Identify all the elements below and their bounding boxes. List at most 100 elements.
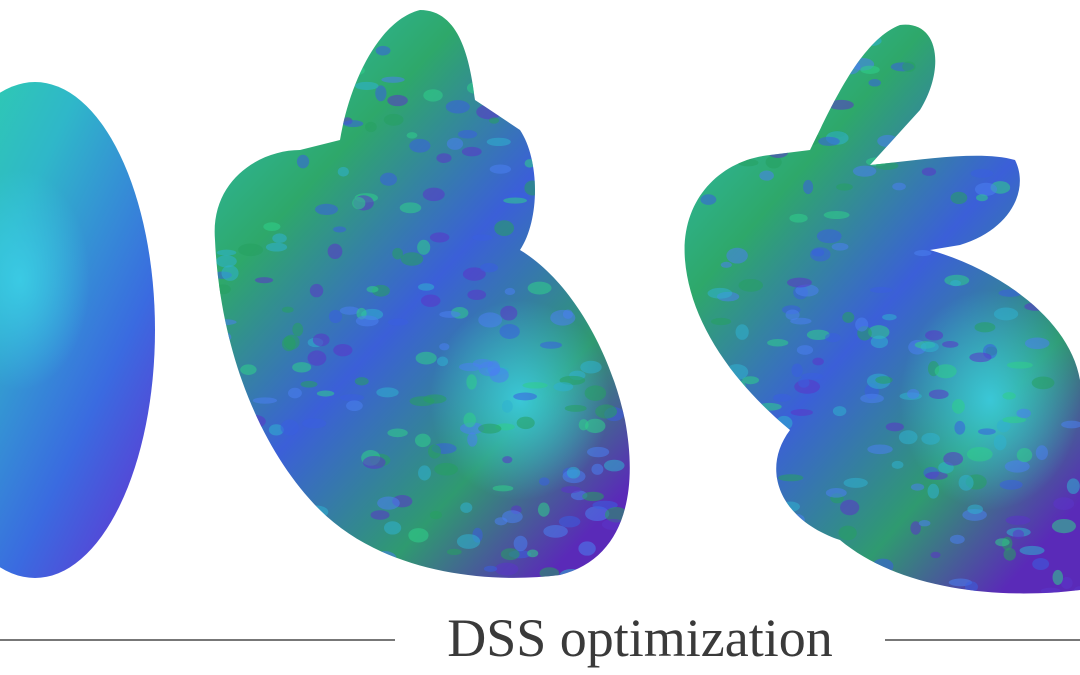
splat	[686, 364, 701, 379]
splat	[238, 243, 264, 257]
splat	[418, 283, 435, 291]
splat	[999, 479, 1023, 490]
splat	[977, 58, 998, 68]
splat	[706, 42, 722, 51]
splat	[439, 310, 461, 318]
splat	[326, 573, 338, 578]
splat	[446, 548, 462, 555]
splat	[555, 159, 571, 167]
splat	[1002, 392, 1016, 400]
splat	[974, 322, 996, 333]
splat	[352, 66, 365, 75]
splat	[566, 155, 588, 166]
splat	[608, 87, 627, 100]
splat	[283, 334, 300, 350]
splat	[732, 483, 749, 499]
splat	[375, 45, 391, 56]
splat	[333, 226, 347, 233]
splat	[436, 153, 452, 163]
splat	[355, 315, 379, 327]
splat	[296, 154, 310, 169]
splat	[731, 26, 751, 37]
splat	[872, 558, 894, 574]
splat	[712, 36, 725, 50]
splat	[735, 324, 749, 340]
splat	[478, 43, 498, 60]
splat	[706, 140, 732, 151]
splat	[483, 565, 498, 572]
splat	[555, 47, 571, 61]
splat	[265, 242, 288, 252]
splat	[603, 459, 625, 472]
bunny-render	[684, 24, 1080, 594]
splat	[467, 432, 478, 447]
splat	[795, 284, 819, 297]
splat	[962, 55, 976, 71]
splat	[592, 293, 605, 302]
splat	[258, 69, 276, 76]
splat	[950, 280, 962, 287]
splat	[223, 395, 241, 410]
splat	[414, 433, 431, 448]
splat	[684, 568, 694, 582]
splat	[995, 538, 1010, 547]
splat	[585, 506, 610, 522]
splat	[218, 381, 230, 393]
splat	[554, 18, 579, 34]
splat	[550, 309, 576, 326]
splat	[602, 550, 614, 558]
splat	[580, 360, 602, 374]
splat	[527, 281, 552, 295]
splat	[287, 387, 302, 399]
splat	[268, 424, 284, 436]
splat	[533, 57, 558, 72]
splat	[556, 87, 583, 98]
splat	[991, 78, 1012, 93]
splat	[902, 61, 916, 72]
splat	[961, 24, 978, 28]
splat	[492, 485, 514, 492]
sphere-highlight	[0, 170, 90, 390]
splat	[279, 478, 296, 495]
splat	[446, 137, 464, 150]
splat	[224, 129, 248, 146]
splat	[757, 472, 778, 483]
splat	[365, 121, 377, 133]
splat	[415, 351, 437, 365]
splat	[1039, 124, 1063, 136]
splat	[972, 45, 983, 55]
splat	[502, 456, 513, 464]
splat	[300, 380, 318, 388]
splat	[524, 180, 541, 196]
splat	[227, 417, 248, 428]
splat	[597, 35, 612, 43]
splat	[788, 513, 805, 526]
splat	[1005, 515, 1031, 525]
splat	[756, 59, 774, 67]
splat	[280, 419, 299, 436]
splat	[423, 394, 447, 404]
splat	[616, 249, 630, 265]
splat	[1040, 587, 1061, 594]
splat	[376, 387, 399, 398]
splat	[462, 267, 486, 281]
splat	[302, 418, 327, 429]
splat	[362, 455, 386, 469]
splat	[274, 43, 289, 57]
splat	[711, 317, 732, 326]
splat	[950, 191, 968, 205]
splat	[337, 166, 349, 177]
splat	[594, 329, 615, 338]
splat	[801, 372, 823, 380]
splat	[373, 551, 397, 567]
splat	[365, 10, 382, 18]
splat	[335, 71, 353, 83]
splat	[429, 232, 450, 243]
splat	[921, 432, 940, 445]
splat	[1005, 239, 1019, 247]
splat	[944, 98, 965, 111]
splat	[539, 567, 560, 578]
splat	[254, 277, 274, 284]
splat	[791, 363, 803, 378]
